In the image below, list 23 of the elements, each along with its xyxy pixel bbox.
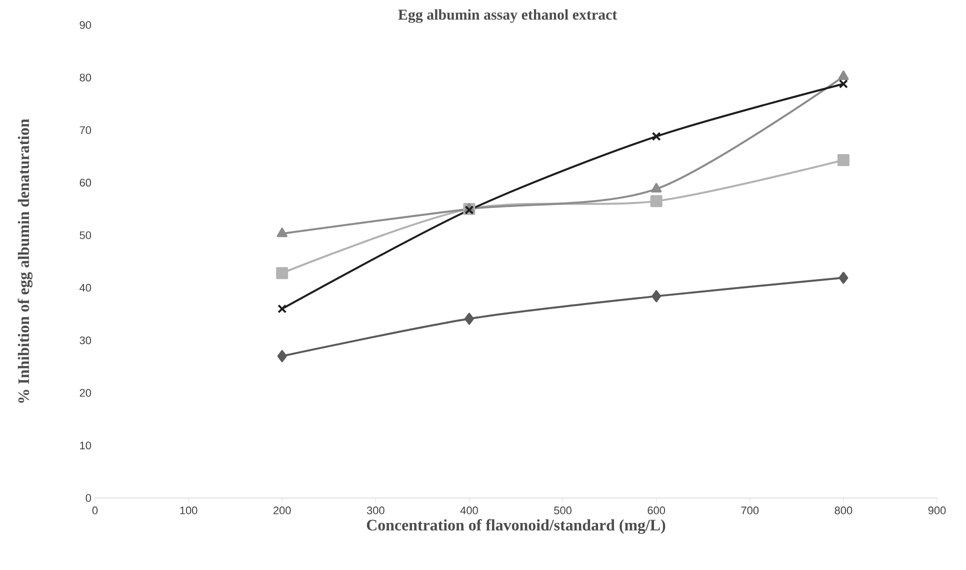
y-tick-label: 30 [80, 336, 92, 344]
y-tick-label: 50 [80, 231, 92, 240]
x-tick-label: 500 [554, 506, 572, 514]
y-tick-label: 20 [80, 389, 92, 397]
chart-title: Egg albumin assay ethanol extract [398, 9, 618, 23]
y-tick-label: 70 [80, 126, 92, 134]
x-tick-label: 300 [366, 506, 384, 514]
y-axis-title: % Inhibition of egg albumin denaturation [18, 118, 32, 403]
x-tick-label: 900 [928, 506, 946, 514]
y-tick-label: 60 [80, 178, 92, 187]
x-tick-label: 400 [460, 506, 478, 514]
x-axis-title: Concentration of flavonoid/standard (mg/L) [366, 519, 666, 534]
y-tick-label: 40 [80, 284, 92, 292]
x-tick-label: 0 [92, 506, 98, 514]
y-tick-label: 80 [80, 74, 92, 82]
y-tick-label: 10 [80, 442, 92, 450]
y-tick-label: 90 [80, 21, 92, 29]
x-tick-label: 100 [180, 506, 198, 514]
x-tick-label: 800 [834, 506, 852, 514]
x-tick-label: 200 [274, 506, 291, 514]
y-tick-label: 0 [86, 494, 92, 502]
x-tick-label: 600 [648, 506, 666, 514]
x-tick-label: 700 [741, 506, 759, 514]
